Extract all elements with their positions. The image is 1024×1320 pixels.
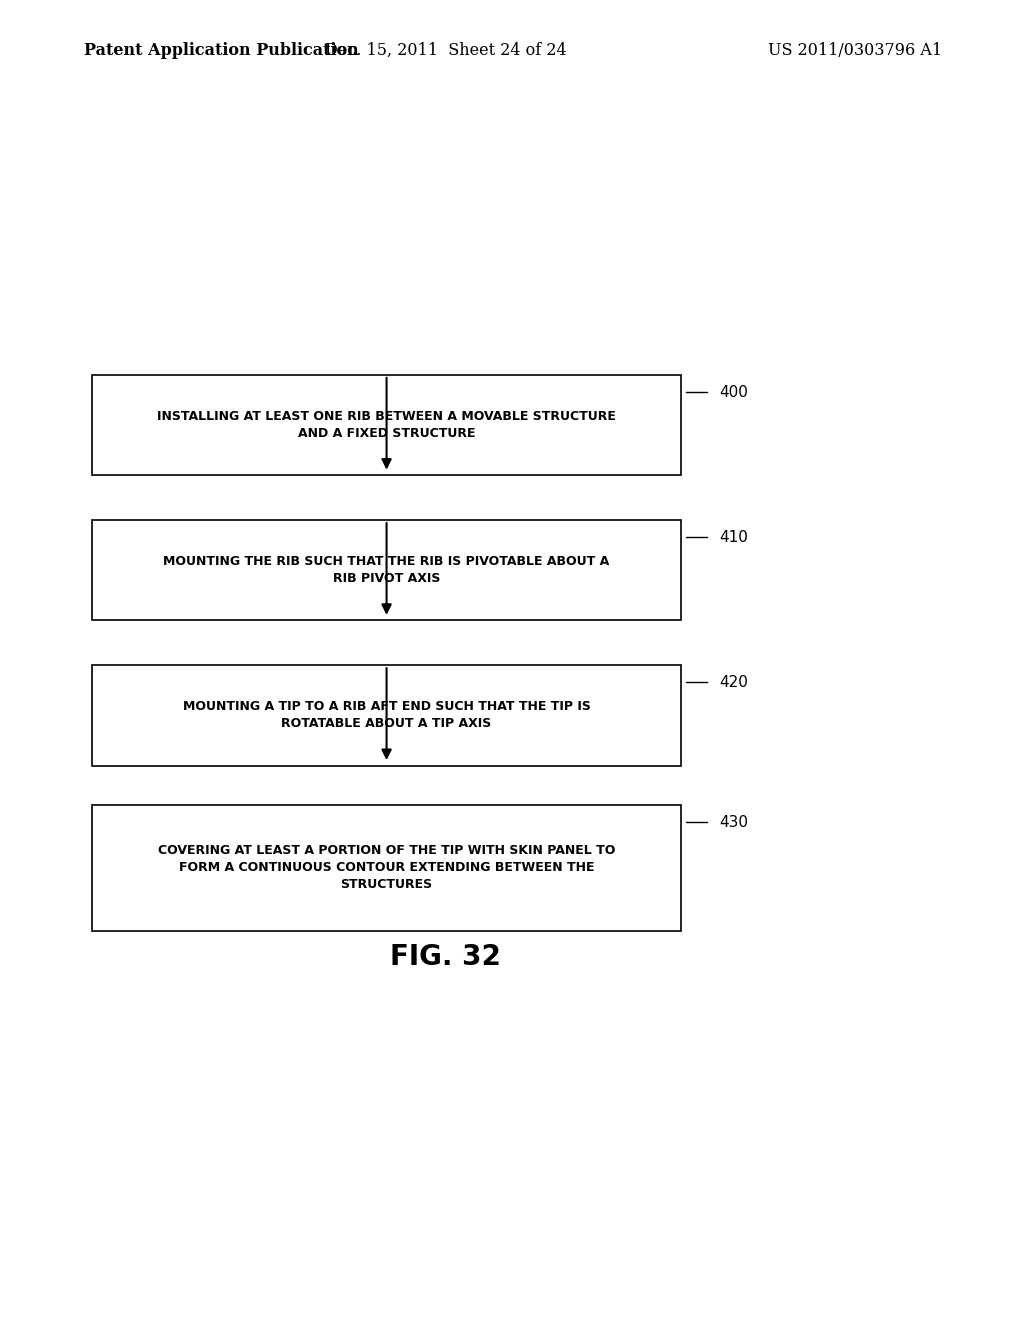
Text: 400: 400 xyxy=(719,384,748,400)
Text: 420: 420 xyxy=(719,675,748,690)
FancyBboxPatch shape xyxy=(92,375,681,475)
Text: FIG. 32: FIG. 32 xyxy=(390,942,501,972)
Text: 430: 430 xyxy=(719,814,748,830)
Text: Patent Application Publication: Patent Application Publication xyxy=(84,42,358,58)
Text: COVERING AT LEAST A PORTION OF THE TIP WITH SKIN PANEL TO
FORM A CONTINUOUS CONT: COVERING AT LEAST A PORTION OF THE TIP W… xyxy=(158,845,615,891)
Text: MOUNTING A TIP TO A RIB AFT END SUCH THAT THE TIP IS
ROTATABLE ABOUT A TIP AXIS: MOUNTING A TIP TO A RIB AFT END SUCH THA… xyxy=(182,701,591,730)
FancyBboxPatch shape xyxy=(92,805,681,931)
FancyBboxPatch shape xyxy=(92,665,681,766)
Text: MOUNTING THE RIB SUCH THAT THE RIB IS PIVOTABLE ABOUT A
RIB PIVOT AXIS: MOUNTING THE RIB SUCH THAT THE RIB IS PI… xyxy=(164,556,609,585)
Text: Dec. 15, 2011  Sheet 24 of 24: Dec. 15, 2011 Sheet 24 of 24 xyxy=(325,42,566,58)
Text: US 2011/0303796 A1: US 2011/0303796 A1 xyxy=(768,42,942,58)
Text: 410: 410 xyxy=(719,529,748,545)
FancyBboxPatch shape xyxy=(92,520,681,620)
Text: INSTALLING AT LEAST ONE RIB BETWEEN A MOVABLE STRUCTURE
AND A FIXED STRUCTURE: INSTALLING AT LEAST ONE RIB BETWEEN A MO… xyxy=(157,411,616,440)
